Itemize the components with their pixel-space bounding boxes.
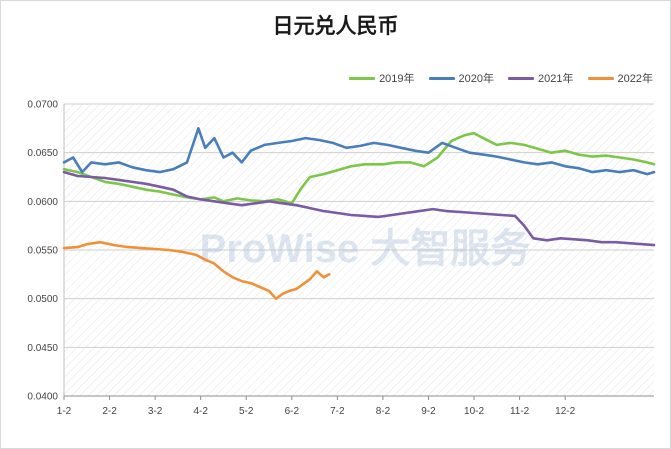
x-tick-label: 2-2 — [102, 406, 117, 417]
legend-label-2020: 2020年 — [458, 73, 495, 85]
y-tick-label: 0.0600 — [27, 197, 58, 208]
legend-item-2020: 2020年 — [428, 70, 495, 86]
x-tick-label: 8-2 — [376, 406, 391, 417]
x-tick-label: 4-2 — [193, 406, 208, 417]
legend-swatch-2022 — [587, 76, 614, 80]
legend-swatch-2019 — [349, 76, 376, 80]
x-tick-label: 1-2 — [57, 406, 72, 417]
x-tick-label: 12-2 — [555, 406, 575, 417]
legend-label-2021: 2021年 — [538, 73, 574, 85]
x-tick-label: 5-2 — [239, 406, 254, 417]
legend-label-2019: 2019年 — [379, 73, 415, 85]
y-tick-label: 0.0550 — [27, 246, 58, 257]
series-line-2019 — [62, 131, 656, 205]
series-layer — [62, 127, 656, 300]
x-tick-label: 3-2 — [148, 406, 163, 417]
axes: 0.0400 0.0450 0.0500 0.0550 0.0600 0.0650 0.07… — [27, 100, 654, 417]
x-tick-label: 9-2 — [421, 406, 436, 417]
y-tick-label: 0.0500 — [27, 294, 58, 305]
y-tick-label: 0.0450 — [27, 343, 58, 354]
y-tick-label: 0.0650 — [27, 148, 58, 159]
series-line-2020 — [62, 127, 656, 176]
y-tick-label: 0.0700 — [27, 100, 58, 111]
y-tick-label: 0.0400 — [27, 392, 58, 403]
x-tick-label: 6-2 — [285, 406, 300, 417]
x-tick-label: 7-2 — [330, 406, 345, 417]
legend-swatch-2021 — [508, 76, 535, 80]
x-tick-label: 11-2 — [510, 406, 530, 417]
series-line-2021 — [62, 170, 656, 247]
legend-item-2022: 2022年 — [587, 70, 653, 86]
watermark-text: ProWise 大智服务 — [200, 227, 531, 271]
legend-swatch-2020 — [428, 76, 455, 80]
series-line-2022 — [62, 240, 331, 300]
chart-title: 日元兑人民币 — [272, 14, 399, 38]
legend-item-2021: 2021年 — [508, 70, 574, 86]
legend-item-2019: 2019年 — [349, 70, 415, 86]
x-tick-label: 10-2 — [464, 406, 484, 417]
legend-label-2022: 2022年 — [617, 73, 653, 85]
chart-legend: 2019年 2020年 2021年 2022年 — [349, 70, 653, 86]
